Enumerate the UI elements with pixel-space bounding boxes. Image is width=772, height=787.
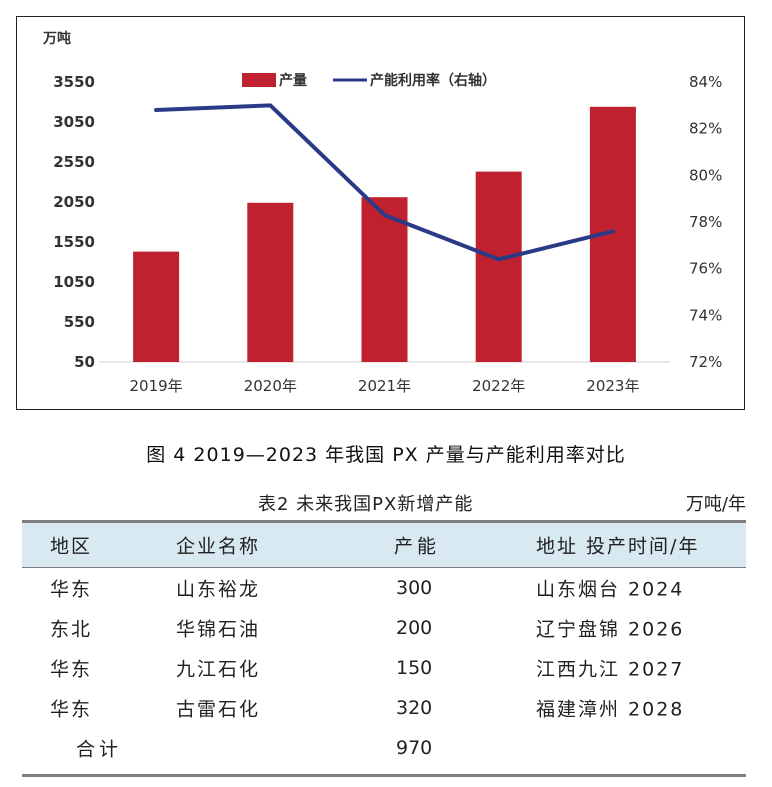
table-row: 华东 古雷石化 320 福建漳州 2028 — [22, 688, 746, 728]
bar-1 — [133, 251, 180, 362]
cell-company: 华锦石油 — [176, 618, 261, 641]
left-axis-unit-label: 万吨 — [42, 30, 71, 47]
table-title: 表2 未来我国PX新增产能 — [258, 494, 474, 515]
left-axis-tick-label: 2550 — [53, 153, 95, 171]
table-top-rule — [22, 520, 746, 523]
table-header-rule — [22, 566, 746, 568]
bar-4 — [475, 171, 522, 362]
table-unit: 万吨/年 — [685, 494, 746, 515]
table-header-row: 地区 企业名称 产能 地址 投产时间/年 — [22, 522, 746, 567]
table-row: 东北 华锦石油 200 辽宁盘锦 2026 — [22, 608, 746, 648]
figure-caption: 图 4 2019—2023 年我国 PX 产量与产能利用率对比 — [146, 444, 626, 466]
left-axis-tick-label: 550 — [64, 313, 95, 331]
left-axis-tick-label: 2050 — [53, 193, 95, 211]
left-axis-tick-label: 1050 — [53, 273, 95, 291]
capacity-table: 地区 企业名称 产能 地址 投产时间/年 华东 山东裕龙 300 山东烟台 20… — [22, 520, 746, 777]
header-company: 企业名称 — [176, 535, 261, 557]
cell-capacity: 300 — [396, 577, 433, 599]
utilization-point-2 — [268, 103, 273, 108]
cell-capacity: 320 — [396, 697, 433, 719]
right-axis-tick-label: 74% — [689, 306, 722, 324]
left-axis-tick-label: 50 — [74, 353, 95, 371]
right-axis-tick-label: 84% — [689, 73, 722, 91]
x-axis-tick-label: 2023年 — [586, 377, 639, 395]
table-row: 华东 九江石化 150 江西九江 2027 — [22, 648, 746, 688]
utilization-point-3 — [382, 213, 387, 217]
cell-location-year: 江西九江 2027 — [536, 658, 685, 681]
left-axis-tick-label: 1550 — [53, 233, 95, 251]
cell-company: 古雷石化 — [176, 698, 261, 721]
header-region: 地区 — [50, 535, 93, 557]
total-label: 合计 — [76, 738, 123, 761]
header-location-year: 地址 投产时间/年 — [536, 535, 700, 557]
chart-svg: 万吨 3550 3050 2550 2050 1550 1050 550 50 84% 82% 80%… — [42, 30, 722, 395]
right-axis-tick-label: 78% — [689, 213, 722, 231]
cell-capacity: 200 — [396, 617, 433, 639]
chart-frame: 万吨 3550 3050 2550 2050 1550 1050 550 50 84% 82% 80%… — [16, 16, 745, 410]
bar-2 — [247, 202, 294, 362]
cell-location-year: 山东烟台 2024 — [536, 578, 685, 601]
table-bottom-rule — [22, 774, 746, 777]
x-axis-tick-label: 2022年 — [472, 377, 525, 395]
cell-region: 华东 — [50, 698, 93, 721]
cell-company: 山东裕龙 — [176, 578, 261, 601]
legend-line-label: 产能利用率（右轴） — [370, 72, 496, 89]
cell-location-year: 福建漳州 2028 — [536, 698, 685, 721]
cell-location-year: 辽宁盘锦 2026 — [536, 618, 685, 641]
cell-capacity: 150 — [396, 657, 433, 679]
cell-region: 华东 — [50, 658, 93, 681]
x-axis-tick-label: 2019年 — [130, 377, 183, 395]
legend-bar-label: 产量 — [279, 72, 307, 89]
left-axis-tick-label: 3050 — [53, 113, 95, 131]
total-value: 970 — [396, 737, 433, 759]
legend-bar-swatch — [242, 73, 276, 87]
cell-region: 华东 — [50, 578, 93, 601]
right-axis-tick-label: 80% — [689, 166, 722, 184]
utilization-point-5 — [611, 229, 615, 234]
right-axis-tick-label: 76% — [689, 260, 722, 278]
table-row: 华东 山东裕龙 300 山东烟台 2024 — [22, 568, 746, 608]
table-total-row: 合计 970 — [22, 728, 746, 768]
header-capacity: 产能 — [394, 535, 441, 557]
utilization-point-4 — [496, 257, 501, 262]
x-axis-tick-label: 2020年 — [244, 377, 297, 395]
cell-region: 东北 — [50, 618, 93, 641]
x-axis-tick-label: 2021年 — [358, 377, 411, 395]
utilization-point-1 — [154, 108, 158, 112]
right-axis-tick-label: 72% — [689, 353, 722, 371]
bar-3 — [361, 197, 408, 362]
right-axis-tick-label: 82% — [689, 120, 722, 138]
cell-company: 九江石化 — [176, 658, 261, 681]
left-axis-tick-label: 3550 — [53, 73, 95, 91]
